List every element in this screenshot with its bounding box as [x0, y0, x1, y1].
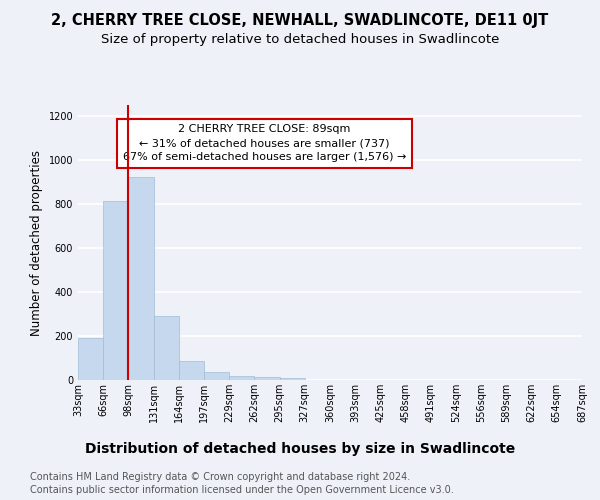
Text: Distribution of detached houses by size in Swadlincote: Distribution of detached houses by size … [85, 442, 515, 456]
Bar [280, 378, 305, 380]
Text: Contains HM Land Registry data © Crown copyright and database right 2024.: Contains HM Land Registry data © Crown c… [30, 472, 410, 482]
Bar [229, 376, 254, 380]
Bar [78, 338, 103, 380]
Bar [154, 316, 179, 380]
Text: 2, CHERRY TREE CLOSE, NEWHALL, SWADLINCOTE, DE11 0JT: 2, CHERRY TREE CLOSE, NEWHALL, SWADLINCO… [52, 12, 548, 28]
Text: Size of property relative to detached houses in Swadlincote: Size of property relative to detached ho… [101, 32, 499, 46]
Y-axis label: Number of detached properties: Number of detached properties [30, 150, 43, 336]
Bar [254, 376, 280, 380]
Bar [128, 176, 154, 380]
Text: 2 CHERRY TREE CLOSE: 89sqm
← 31% of detached houses are smaller (737)
67% of sem: 2 CHERRY TREE CLOSE: 89sqm ← 31% of deta… [123, 124, 406, 162]
Bar [179, 362, 204, 380]
Bar [204, 372, 229, 380]
Bar [103, 200, 128, 380]
Text: Contains public sector information licensed under the Open Government Licence v3: Contains public sector information licen… [30, 485, 454, 495]
